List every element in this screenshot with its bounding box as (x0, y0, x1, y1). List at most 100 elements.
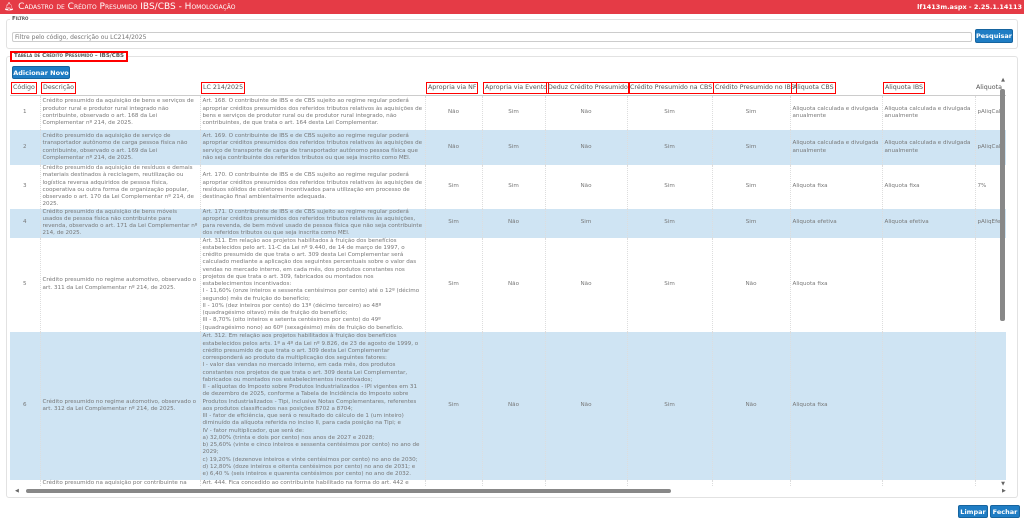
cell-aliq_ibs: Aliquota calculada e divulgada anualment… (882, 95, 976, 130)
cell-deduz: Não (545, 130, 628, 165)
cell-nf: Não (425, 95, 483, 130)
table-row[interactable]: 4 Crédito presumido da aquisição de bens … (10, 208, 1006, 238)
cell-nf (425, 479, 483, 487)
cell-cbs: Sim (627, 208, 713, 238)
cell-codigo: 2 (10, 130, 41, 165)
cell-descricao: Crédito presumido da aquisição de serviç… (40, 130, 201, 165)
scroll-up-icon[interactable]: ▲ (1001, 77, 1005, 83)
column-header-label: Código (11, 81, 37, 94)
vertical-scroll-thumb[interactable] (1000, 89, 1005, 321)
filter-legend: Filtro (10, 16, 31, 22)
cell-evento: Sim (482, 95, 546, 130)
cell-ibs: Sim (712, 130, 791, 165)
version-label: lf1413m.aspx - 2.25.1.14113 (917, 3, 1022, 11)
cell-nf: Não (425, 130, 483, 165)
cell-evento: Sim (482, 165, 546, 209)
cell-nf: Sim (425, 237, 483, 332)
vertical-scrollbar[interactable] (1000, 83, 1005, 487)
cell-aliq_cbs: Aliquota calculada e divulgada anualment… (790, 130, 883, 165)
column-header[interactable]: Apropria via NF (425, 81, 482, 96)
scroll-left-icon[interactable]: ◀ (15, 488, 19, 494)
horizontal-scroll-thumb[interactable] (26, 489, 671, 493)
cell-deduz: Não (545, 331, 628, 480)
cell-aliq (975, 331, 1006, 480)
cell-deduz: Não (545, 237, 628, 332)
cell-codigo: 5 (10, 237, 41, 332)
cell-ibs (712, 479, 791, 487)
cell-codigo (10, 479, 41, 487)
cell-lc: Art. 312. Em relação aos projetos habili… (200, 331, 426, 480)
cell-aliq_cbs: Aliquota calculada e divulgada anualment… (790, 95, 883, 130)
cell-descricao: Crédito presumido no regime automotivo, … (40, 331, 201, 480)
column-header[interactable]: Aliquota CBS (790, 81, 882, 96)
cell-codigo: 6 (10, 331, 41, 480)
table-legend: Tabela de Crédito Presumido – IBS/CBS (10, 51, 128, 62)
cell-codigo: 4 (10, 208, 41, 238)
scroll-right-icon[interactable]: ▶ (1002, 488, 1006, 494)
table-row[interactable]: 5 Crédito presumido no regime automotivo,… (10, 237, 1006, 332)
cell-ibs: Não (712, 237, 791, 332)
column-header[interactable]: Descrição (40, 81, 200, 96)
column-header-label: Aliquota IBS (883, 81, 926, 94)
cell-evento: Sim (482, 130, 546, 165)
column-header-label: Apropria via Evento (483, 81, 550, 94)
cell-deduz: Não (545, 165, 628, 209)
column-header[interactable]: Aliquota IBS (882, 81, 975, 96)
column-header[interactable]: Apropria via Evento (482, 81, 550, 96)
column-header[interactable]: Deduz Crédito Presumido (545, 81, 630, 96)
column-header[interactable]: Crédito Presumido no IBS (712, 81, 797, 96)
cell-aliq_cbs: Aliquota fixa (790, 165, 883, 209)
column-header-label: Crédito Presumido na CBS (628, 81, 715, 94)
cell-cbs: Sim (627, 237, 713, 332)
bell-icon: 🔔︎ (4, 2, 15, 11)
table-row[interactable]: 6 Crédito presumido no regime automotivo,… (10, 331, 1006, 480)
cell-evento: Não (482, 208, 546, 238)
cell-aliq_ibs (882, 479, 976, 487)
table-row[interactable]: 2 Crédito presumido da aquisição de servi… (10, 130, 1006, 165)
table-row[interactable]: Crédito presumido na aquisição por contr… (10, 479, 1006, 487)
column-header-label: Aliquota (976, 84, 1002, 92)
cell-aliq_ibs: Aliquota calculada e divulgada anualment… (882, 130, 976, 165)
horizontal-scrollbar[interactable] (10, 488, 1006, 494)
scroll-down-icon[interactable]: ▼ (1001, 481, 1005, 487)
clear-button[interactable]: Limpar (958, 505, 988, 518)
cell-lc: Art. 168. O contribuinte de IBS e de CBS… (200, 95, 426, 130)
cell-evento (482, 479, 546, 487)
cell-cbs: Sim (627, 95, 713, 130)
cell-descricao: Crédito presumido na aquisição por contr… (40, 479, 201, 487)
close-button[interactable]: Fechar (990, 505, 1020, 518)
cell-ibs: Sim (712, 95, 791, 130)
add-new-button[interactable]: Adicionar Novo (12, 66, 70, 79)
cell-descricao: Crédito presumido da aquisição de bens e… (40, 95, 201, 130)
cell-descricao: Crédito presumido no regime automotivo, … (40, 237, 201, 332)
cell-codigo: 1 (10, 95, 41, 130)
column-header-label: Descrição (41, 81, 76, 94)
column-header-label: Apropria via NF (426, 81, 479, 94)
column-header[interactable]: Aliquota (975, 81, 1006, 96)
credit-table: Código Descrição LC 214/2025 Apropria via N… (10, 81, 1006, 487)
cell-lc: Art. 169. O contribuinte de IBS e de CBS… (200, 130, 426, 165)
table-row[interactable]: 1 Crédito presumido da aquisição de bens … (10, 95, 1006, 130)
column-header[interactable]: Crédito Presumido na CBS (627, 81, 715, 96)
table-row[interactable]: 3 Crédito presumido da aquisição de resíd… (10, 165, 1006, 209)
search-button[interactable]: Pesquisar (975, 29, 1013, 43)
column-header[interactable]: LC 214/2025 (200, 81, 425, 96)
cell-aliq_ibs: Aliquota efetiva (882, 208, 976, 238)
cell-aliq_ibs: Aliquota fixa (882, 165, 976, 209)
cell-cbs (627, 479, 713, 487)
cell-descricao: Crédito presumido da aquisição de resídu… (40, 165, 201, 209)
table-scroll-area: Código Descrição LC 214/2025 Apropria via N… (10, 81, 1006, 487)
cell-aliq_cbs: Aliquota efetiva (790, 208, 883, 238)
title-bar: 🔔︎ Cadastro de Crédito Presumido IBS/CBS … (0, 0, 1024, 14)
cell-aliq_cbs: Aliquota fixa (790, 331, 883, 480)
cell-deduz: Não (545, 95, 628, 130)
column-header[interactable]: Código (10, 81, 40, 96)
filter-fieldset: Filtro Pesquisar (6, 16, 1018, 49)
cell-ibs: Não (712, 331, 791, 480)
cell-evento: Não (482, 331, 546, 480)
cell-aliq_cbs: Aliquota fixa (790, 237, 883, 332)
cell-lc: Art. 170. O contribuinte de IBS e de CBS… (200, 165, 426, 209)
search-input[interactable] (12, 32, 972, 42)
cell-ibs: Sim (712, 165, 791, 209)
column-header-label: Deduz Crédito Presumido (546, 81, 630, 94)
